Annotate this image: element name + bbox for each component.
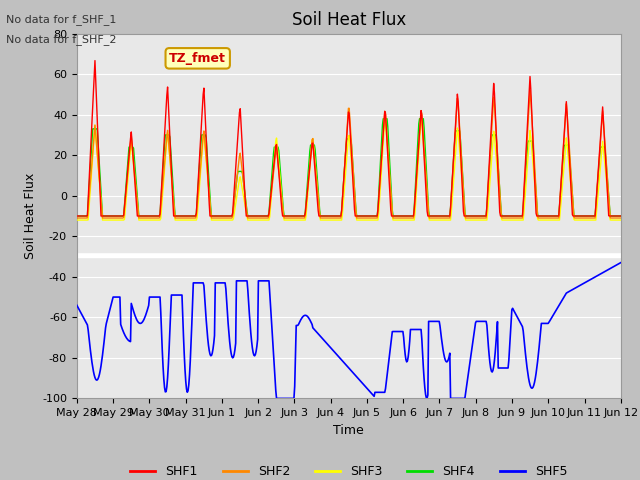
- Legend: SHF1, SHF2, SHF3, SHF4, SHF5: SHF1, SHF2, SHF3, SHF4, SHF5: [125, 460, 572, 480]
- Y-axis label: Soil Heat Flux: Soil Heat Flux: [24, 173, 36, 259]
- Text: No data for f_SHF_1: No data for f_SHF_1: [6, 14, 116, 25]
- Text: No data for f_SHF_2: No data for f_SHF_2: [6, 34, 117, 45]
- X-axis label: Time: Time: [333, 424, 364, 437]
- Title: Soil Heat Flux: Soil Heat Flux: [292, 11, 406, 29]
- Text: TZ_fmet: TZ_fmet: [169, 52, 226, 65]
- Bar: [77, 252, 621, 256]
